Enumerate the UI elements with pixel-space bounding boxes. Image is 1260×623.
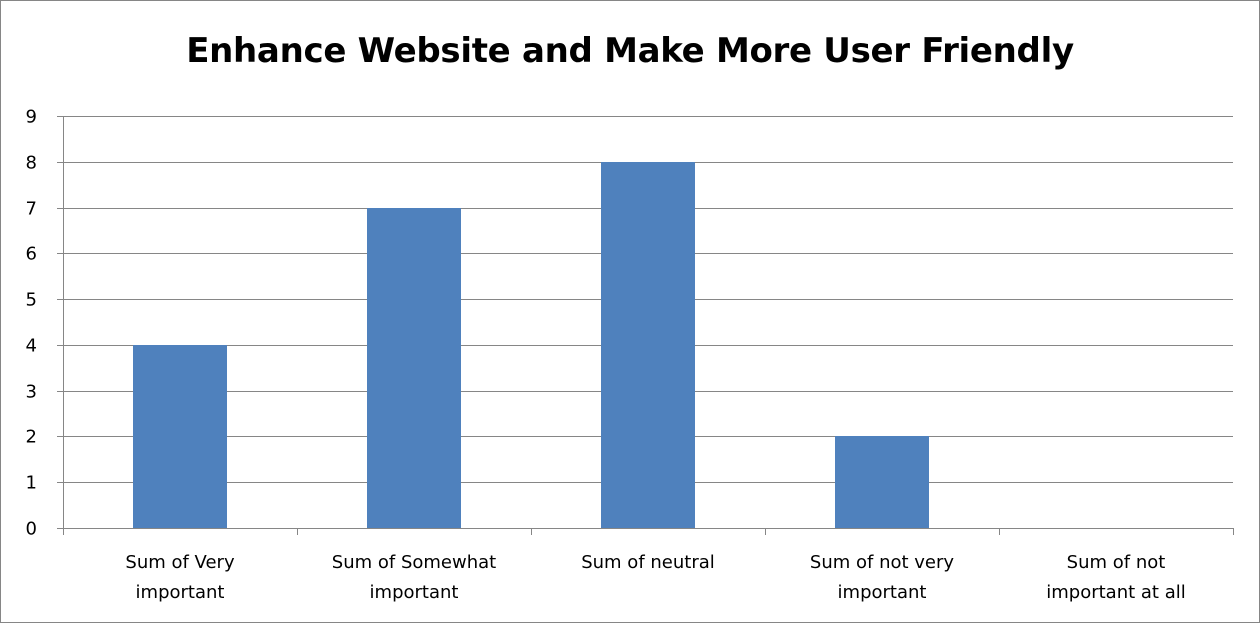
bar-2 <box>367 208 461 528</box>
x-tick-label: Sum of Very important <box>125 552 235 603</box>
x-tick-label-line: important <box>136 582 225 603</box>
x-tick-label-line: important <box>370 582 459 603</box>
x-tick-label: Sum of not very important <box>810 552 954 603</box>
y-tick-label: 3 <box>26 382 37 403</box>
y-tick-label: 5 <box>26 290 37 311</box>
x-tick-label: Sum of neutral <box>581 552 715 573</box>
bars <box>133 162 929 528</box>
x-tick-label-line: Sum of Somewhat <box>332 552 496 573</box>
y-tick-label: 2 <box>26 427 37 448</box>
axes <box>57 116 1234 535</box>
bar-1 <box>133 345 227 528</box>
y-tick-label: 6 <box>26 244 37 265</box>
y-tick-label: 0 <box>26 519 37 540</box>
x-tick-label-line: Sum of not very <box>810 552 954 573</box>
y-tick-label: 9 <box>26 107 37 128</box>
bar-4 <box>835 436 929 528</box>
chart-title: Enhance Website and Make More User Frien… <box>186 31 1074 71</box>
y-tick-label: 1 <box>26 473 37 494</box>
x-tick-label-line: Sum of neutral <box>581 552 715 573</box>
bar-3 <box>601 162 695 528</box>
x-tick-label: Sum of not important at all <box>1046 552 1186 603</box>
y-tick-label: 7 <box>26 199 37 220</box>
x-tick-label-line: important at all <box>1046 582 1186 603</box>
x-tick-label-line: Sum of Very <box>125 552 235 573</box>
x-tick-label: Sum of Somewhat important <box>332 552 496 603</box>
y-tick-label: 4 <box>26 336 37 357</box>
x-tick-label-line: Sum of not <box>1067 552 1166 573</box>
x-tick-label-line: important <box>838 582 927 603</box>
y-tick-label: 8 <box>26 153 37 174</box>
